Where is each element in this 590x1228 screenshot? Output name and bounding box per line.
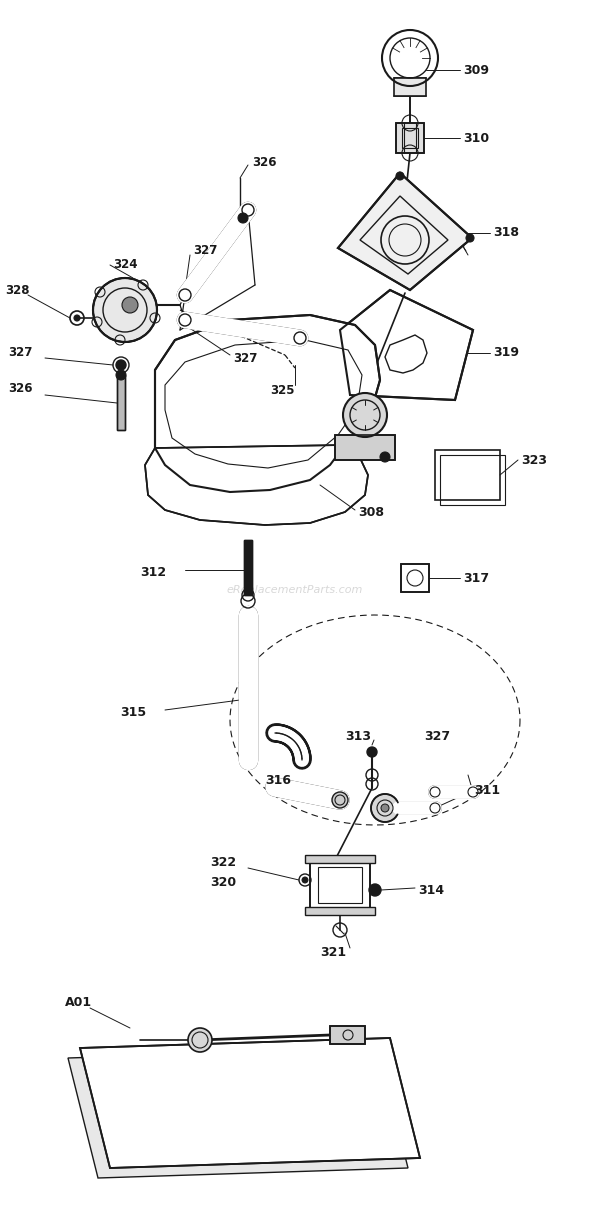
Text: 313: 313 <box>345 729 371 743</box>
Text: eReplacementParts.com: eReplacementParts.com <box>227 585 363 596</box>
Bar <box>117 375 125 430</box>
Circle shape <box>302 877 308 883</box>
Circle shape <box>332 792 348 808</box>
Bar <box>330 1027 365 1044</box>
Text: 317: 317 <box>463 571 489 585</box>
Bar <box>244 540 252 596</box>
Text: 320: 320 <box>210 876 236 889</box>
Text: 316: 316 <box>265 774 291 786</box>
Circle shape <box>188 1028 212 1052</box>
Text: 309: 309 <box>463 64 489 76</box>
Bar <box>401 564 429 592</box>
Bar <box>401 564 429 592</box>
Bar <box>305 907 375 915</box>
Bar <box>396 123 424 154</box>
Text: 308: 308 <box>358 506 384 518</box>
Text: A01: A01 <box>65 996 92 1008</box>
Text: 326: 326 <box>8 382 32 394</box>
Circle shape <box>369 884 381 896</box>
Polygon shape <box>340 290 473 400</box>
Bar <box>335 435 395 460</box>
Text: 327: 327 <box>233 351 257 365</box>
Text: 325: 325 <box>270 383 294 397</box>
Text: 314: 314 <box>418 883 444 896</box>
Bar <box>394 79 426 96</box>
Bar <box>402 128 418 149</box>
Bar <box>330 1027 365 1044</box>
Text: 322: 322 <box>210 856 236 868</box>
Bar <box>318 867 362 903</box>
Circle shape <box>343 393 387 437</box>
Text: 319: 319 <box>493 346 519 360</box>
Circle shape <box>74 316 80 321</box>
Polygon shape <box>80 1038 420 1168</box>
Polygon shape <box>338 173 472 290</box>
Text: 321: 321 <box>320 946 346 959</box>
Text: 323: 323 <box>521 453 547 467</box>
Text: 327: 327 <box>8 345 32 359</box>
Bar <box>310 860 370 910</box>
Circle shape <box>122 297 138 313</box>
Bar <box>305 855 375 863</box>
Text: 311: 311 <box>474 783 500 797</box>
Bar <box>310 860 370 910</box>
Circle shape <box>238 212 248 223</box>
Bar <box>117 375 125 430</box>
Bar <box>335 435 395 460</box>
Polygon shape <box>155 316 380 492</box>
Polygon shape <box>145 445 368 526</box>
Circle shape <box>93 278 157 343</box>
Text: 318: 318 <box>493 226 519 239</box>
Circle shape <box>466 235 474 242</box>
Circle shape <box>367 747 377 756</box>
Circle shape <box>371 795 399 822</box>
Circle shape <box>116 370 126 379</box>
Bar <box>244 540 252 596</box>
Text: 327: 327 <box>193 243 217 257</box>
Text: 312: 312 <box>140 566 166 578</box>
Circle shape <box>116 360 126 370</box>
Circle shape <box>396 172 404 181</box>
Circle shape <box>380 452 390 462</box>
Circle shape <box>381 804 389 812</box>
Text: 310: 310 <box>463 131 489 145</box>
Text: 324: 324 <box>113 259 137 271</box>
Text: 326: 326 <box>252 156 277 168</box>
Polygon shape <box>68 1047 408 1178</box>
Text: 327: 327 <box>424 729 450 743</box>
Text: 315: 315 <box>120 706 146 718</box>
Bar <box>396 123 424 154</box>
Text: 328: 328 <box>5 284 30 296</box>
